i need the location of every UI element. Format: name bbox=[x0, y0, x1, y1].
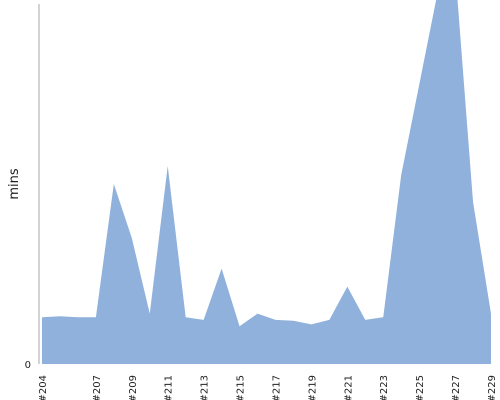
y-tick-label-0: 0 bbox=[25, 360, 31, 371]
x-tick-label: #219 bbox=[307, 375, 318, 400]
x-tick-label: #211 bbox=[164, 375, 175, 400]
x-tick-label: #217 bbox=[271, 375, 282, 400]
x-tick-label: #209 bbox=[128, 375, 139, 400]
x-tick-label: #227 bbox=[451, 375, 462, 400]
plot-area bbox=[42, 0, 491, 364]
x-tick-label: #204 bbox=[38, 375, 49, 400]
x-tick-label: #223 bbox=[379, 375, 390, 400]
x-tick-label: #229 bbox=[487, 375, 498, 400]
x-tick-label: #221 bbox=[343, 375, 354, 400]
x-tick-label: #215 bbox=[236, 375, 247, 400]
x-tick-label: #213 bbox=[200, 375, 211, 400]
x-axis-ticks: #204 #207 #209 #211 #213 #215 #217 #219 #221 #223… bbox=[38, 375, 498, 400]
x-tick-label: #225 bbox=[415, 375, 426, 400]
y-axis-label: mins bbox=[7, 168, 22, 200]
area-series-0 bbox=[42, 0, 491, 364]
x-tick-label: #207 bbox=[92, 375, 103, 400]
